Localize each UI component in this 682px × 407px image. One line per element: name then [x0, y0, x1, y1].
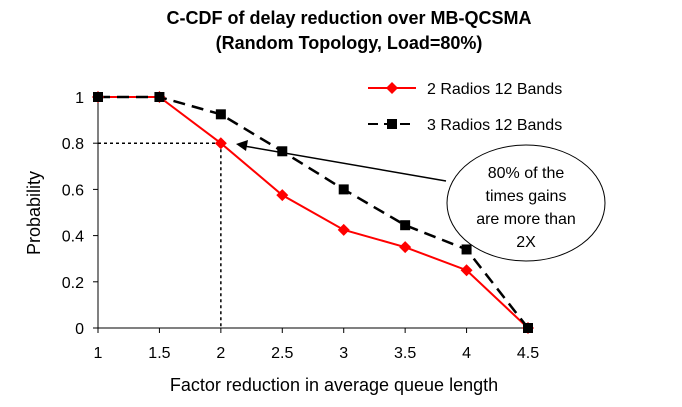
series-2-point — [215, 109, 226, 120]
x-tick-label: 2.5 — [271, 345, 293, 362]
series-2-point — [93, 92, 103, 102]
y-axis-label: Probability — [24, 171, 44, 255]
y-tick-label: 0.6 — [62, 182, 84, 199]
series-2-point — [338, 184, 349, 195]
x-tick-label: 1.5 — [148, 345, 170, 362]
x-tick-label: 4 — [462, 345, 471, 362]
annotation-arrowhead — [236, 140, 248, 151]
legend-label-3-radios: 3 Radios 12 Bands — [427, 117, 562, 134]
annotation-bubble — [446, 144, 606, 262]
x-tick-label: 3.5 — [394, 345, 416, 362]
series-2-point — [154, 92, 165, 102]
reference-lines — [98, 142, 222, 328]
annotation-arrow — [243, 145, 447, 182]
legend-label-2-radios: 2 Radios 12 Bands — [427, 81, 562, 98]
legend: 2 Radios 12 Bands 3 Radios 12 Bands — [368, 81, 562, 134]
series-line-2 — [98, 95, 529, 329]
y-tick-label: 1 — [75, 90, 84, 107]
series-1-point — [399, 241, 412, 254]
series-2-point — [400, 220, 411, 231]
series-2-point — [277, 146, 288, 157]
y-ticks: 0 0.2 0.4 0.6 0.8 1 — [62, 90, 98, 338]
chart-subtitle: (Random Topology, Load=80%) — [216, 33, 483, 53]
series-1-point — [214, 137, 227, 150]
series-1-point — [276, 189, 289, 202]
x-axis-label: Factor reduction in average queue length — [170, 375, 498, 395]
series-layer — [92, 91, 534, 334]
annotation-line-3: are more than — [476, 211, 576, 228]
y-tick-label: 0.2 — [62, 275, 84, 292]
series-2-point — [461, 244, 472, 255]
x-ticks: 1 1.5 2 2.5 3 3.5 4 4.5 — [94, 328, 539, 362]
x-tick-label: 3 — [339, 345, 348, 362]
y-tick-label: 0.4 — [62, 229, 84, 246]
series-2-point — [523, 323, 533, 333]
annotation-line-4: 2X — [516, 234, 536, 251]
x-tick-label: 2 — [216, 345, 225, 362]
series-1-point — [337, 223, 350, 236]
annotation-line-2: times gains — [486, 188, 567, 205]
annotation-line-1: 80% of the — [488, 165, 565, 182]
chart-title: C-CDF of delay reduction over MB-QCSMA — [166, 8, 531, 28]
y-tick-label: 0.8 — [62, 136, 84, 153]
x-tick-label: 1 — [94, 345, 103, 362]
legend-marker-2-radios — [386, 82, 398, 94]
series-line-1 — [98, 96, 529, 329]
y-tick-label: 0 — [75, 321, 84, 338]
annotation: 80% of the times gains are more than 2X — [236, 140, 606, 262]
series-1-point — [460, 264, 473, 277]
legend-marker-3-radios — [387, 119, 397, 129]
x-tick-label: 4.5 — [517, 345, 539, 362]
